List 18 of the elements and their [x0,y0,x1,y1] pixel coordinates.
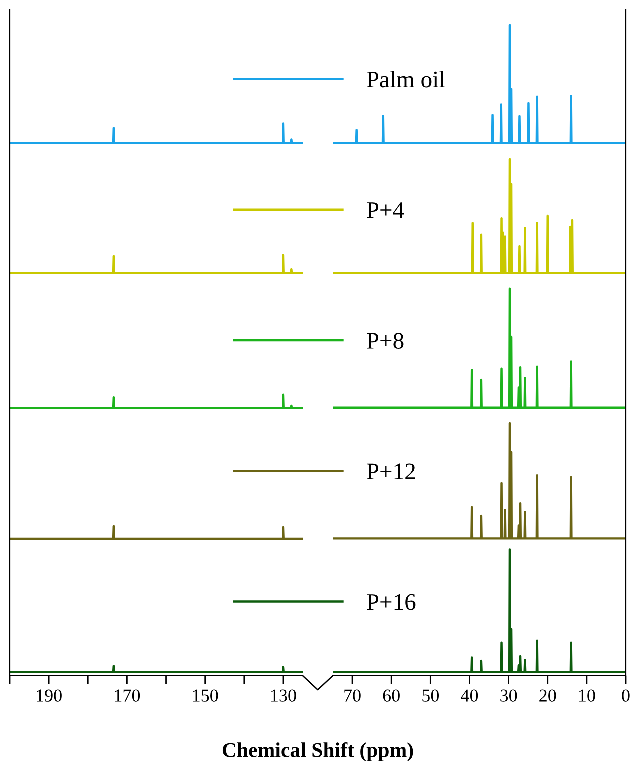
x-axis-title: Chemical Shift (ppm) [222,742,414,762]
legend-label: P+16 [367,594,416,610]
x-tick-label: 10 [579,690,596,702]
x-tick-label: 0 [622,690,630,702]
x-tick-label: 70 [344,690,361,702]
legend-label: Palm oil [367,71,446,88]
x-tick-label: 20 [540,690,556,702]
x-tick-label: 130 [272,690,296,702]
x-tick-label: 40 [461,690,478,702]
x-tick-label: 170 [115,690,140,702]
legend-label: P+8 [367,333,404,349]
legend-label: P+4 [367,202,404,218]
x-tick-label: 60 [383,690,400,702]
x-tick-label: 150 [193,690,218,702]
legend-label: P+12 [367,464,416,480]
x-tick-label: 190 [37,690,62,702]
x-tick-label: 50 [422,690,440,702]
x-tick-label: 30 [500,690,518,702]
